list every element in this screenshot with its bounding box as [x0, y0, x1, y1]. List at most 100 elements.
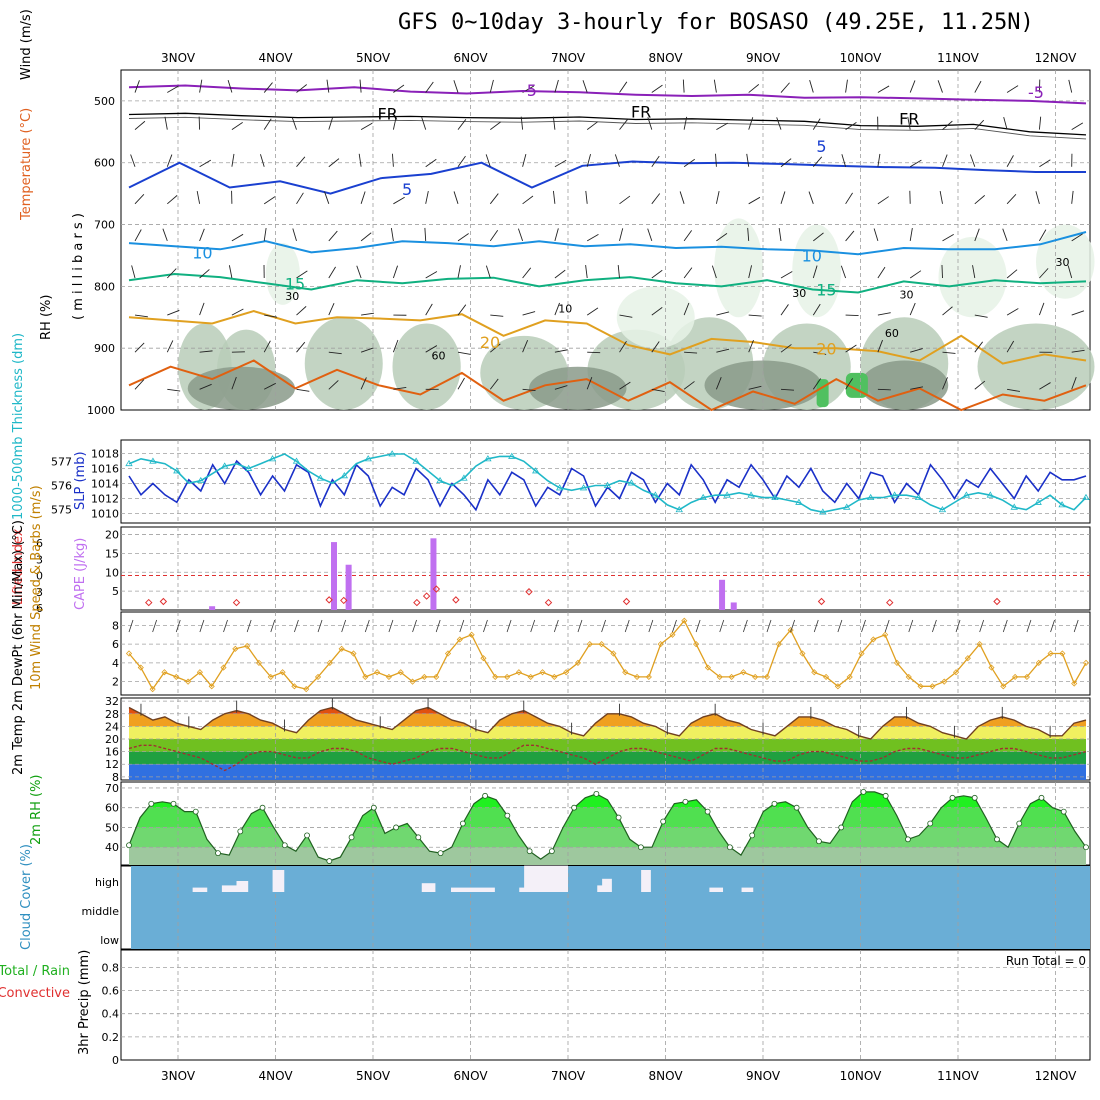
- wind-barb-icon: [715, 191, 720, 204]
- wind10m-point: [161, 669, 168, 676]
- wind-barb-icon: [199, 228, 205, 242]
- thickness-marker: [244, 464, 253, 471]
- wind10m-point: [196, 669, 203, 676]
- wind-barb-icon: [199, 383, 212, 390]
- wind10m-point: [657, 641, 664, 648]
- wind-barb-icon: [134, 120, 146, 130]
- wind-barb-icon: [845, 122, 857, 131]
- wind-barb-icon: [619, 381, 631, 390]
- dewpoint-line: [128, 744, 1087, 772]
- wind-barb-icon: [877, 196, 889, 205]
- rh2m-point: [126, 842, 132, 849]
- wind-barb-icon: [939, 190, 943, 204]
- thickness-marker: [460, 474, 468, 481]
- wind-barb-icon: [1071, 122, 1084, 131]
- wind-barb-icon: [490, 343, 501, 353]
- cape-tick-label: 10: [105, 566, 119, 579]
- wind-barb-icon: [453, 191, 459, 204]
- wind-barb-icon: [360, 232, 372, 242]
- isotherm-15: [128, 272, 1087, 294]
- wind10m-point: [752, 673, 759, 681]
- date-label-bottom: 7NOV: [551, 1069, 586, 1083]
- wind10m-point: [893, 659, 901, 666]
- wind-barb-icon: [841, 154, 847, 167]
- wind10m-point: [279, 669, 286, 676]
- wind-barb-icon: [942, 154, 948, 167]
- wind-barb-icon: [695, 619, 701, 633]
- wind-barb-icon: [393, 84, 405, 93]
- rh2m-point: [459, 820, 466, 827]
- wind-barb-icon: [425, 345, 438, 353]
- temp-band: [129, 764, 1086, 780]
- thickness-marker: [149, 457, 157, 464]
- thickness-tick-label: 577: [51, 455, 72, 468]
- wind10m-point: [598, 641, 605, 648]
- wind-barb-icon: [1071, 190, 1074, 204]
- wind-barb-icon: [364, 619, 370, 633]
- wind-barb-icon: [1038, 116, 1042, 130]
- wind10m-point: [433, 673, 440, 681]
- isotherm-label: -5: [521, 81, 537, 100]
- rh2m-point: [727, 844, 733, 851]
- lifted-point: [340, 596, 348, 605]
- wind-barb-icon: [392, 116, 397, 130]
- rh2m-point: [905, 836, 911, 843]
- wind-barb-icon: [457, 304, 467, 316]
- wind-barb-icon: [393, 387, 407, 390]
- wind-barb-icon: [619, 340, 627, 353]
- wind10m-point: [220, 664, 227, 671]
- wind-barb-icon: [942, 351, 956, 354]
- rh2m-point: [1016, 820, 1023, 827]
- rh2m-point: [1083, 844, 1089, 851]
- wind-barb-icon: [554, 302, 560, 316]
- wind-barb-icon: [134, 229, 142, 242]
- wind-barb-icon: [974, 228, 980, 242]
- wind-barb-icon: [780, 388, 795, 391]
- wind-barb-icon: [554, 269, 566, 279]
- wind-barb-icon: [619, 228, 624, 242]
- wind10m-point: [563, 669, 570, 676]
- wind-barb-icon: [296, 388, 310, 392]
- wind-barb-icon: [778, 227, 782, 241]
- wind-barb-icon: [134, 342, 145, 353]
- rh-blob: [187, 366, 295, 411]
- rh2m-point: [749, 832, 756, 839]
- isotherm-10: [128, 231, 1087, 256]
- wind10m-point: [480, 655, 487, 662]
- thickness-marker: [412, 457, 420, 464]
- rh2m-band: [129, 807, 1086, 828]
- wind-barb-icon: [684, 351, 698, 354]
- slp-tick-label: 1012: [91, 493, 119, 506]
- date-label-top: 3NOV: [161, 51, 196, 65]
- wind-barb-icon: [328, 380, 339, 390]
- wind-barb-icon: [909, 159, 922, 168]
- date-label-bottom: 5NOV: [356, 1069, 391, 1083]
- wind-barb-icon: [812, 156, 823, 168]
- rh2m-tick-label: 60: [105, 802, 119, 815]
- isotherm-25: [128, 359, 1087, 412]
- rh2m-point: [660, 818, 667, 825]
- lifted-point: [993, 597, 1001, 606]
- wind10m-point: [905, 673, 912, 681]
- thickness-marker: [771, 493, 779, 501]
- wind-barb-icon: [554, 228, 559, 242]
- rh2m-point: [526, 848, 533, 855]
- wind-barb-icon: [812, 378, 822, 390]
- wind-barb-icon: [296, 192, 304, 205]
- temp2m-tick-label: 24: [105, 720, 119, 733]
- wind-barb-icon: [1039, 159, 1051, 168]
- cloud-level-label: high: [95, 876, 119, 889]
- wind-barb-icon: [1003, 116, 1008, 130]
- rh2m-point: [215, 850, 221, 857]
- wind-barb-icon: [1026, 619, 1032, 633]
- rh2m-bands: [129, 791, 1086, 865]
- temp2m-ylabel: 2m Temp 2m DewPt (6hr Min/Max) (°C): [11, 520, 26, 775]
- wind-barb-icon: [683, 158, 695, 168]
- wind-barb-icon: [453, 80, 459, 93]
- wind-barb-icon: [716, 348, 730, 353]
- wind-barb-icon: [619, 195, 631, 205]
- cape-bar: [719, 579, 726, 610]
- wind10m-tick-label: 4: [112, 657, 119, 670]
- wind-barb-icon: [485, 154, 491, 167]
- cloud-high-bar: [272, 870, 285, 892]
